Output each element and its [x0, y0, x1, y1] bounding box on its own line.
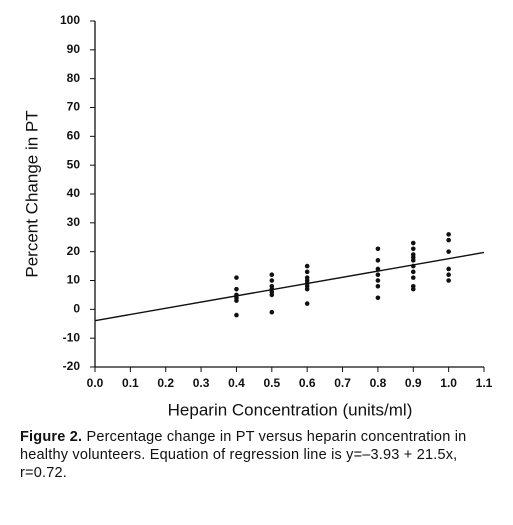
- point: [410, 269, 416, 275]
- point: [446, 237, 451, 243]
- point: [269, 292, 275, 298]
- y-axis-title: Percent Change in PT: [22, 110, 41, 277]
- x-tick-label: 0.7: [334, 376, 351, 390]
- caption-label: Figure 2.: [20, 429, 83, 445]
- point: [375, 295, 381, 301]
- point: [304, 269, 310, 275]
- x-axis-title: Heparin Concentration (units/ml): [168, 400, 413, 419]
- x-tick-label: 0.5: [263, 376, 280, 390]
- caption-text: Percentage change in PT versus heparin c…: [20, 429, 467, 481]
- y-tick-label: 70: [67, 100, 81, 114]
- point: [234, 275, 239, 280]
- y-tick-label: 80: [67, 71, 81, 85]
- chart: Heparin Concentration (units/ml) Percent…: [22, 13, 493, 419]
- y-tick-label: -20: [63, 359, 81, 373]
- point: [410, 275, 416, 280]
- point: [375, 272, 381, 278]
- point: [446, 272, 451, 278]
- y-tick-label: 100: [60, 13, 80, 27]
- x-tick-label: 1.1: [476, 376, 493, 390]
- point: [410, 246, 416, 252]
- point: [269, 278, 275, 283]
- point: [234, 298, 239, 303]
- y-tick-label: 50: [67, 157, 81, 171]
- point: [375, 246, 381, 252]
- point: [410, 263, 416, 269]
- x-tick-label: 0.3: [193, 376, 210, 390]
- y-tick-label: 40: [67, 186, 81, 200]
- point: [410, 286, 416, 292]
- point: [269, 272, 275, 278]
- x-tick-label: 0.9: [405, 376, 422, 390]
- point: [446, 266, 451, 272]
- y-tick-label: 20: [67, 244, 81, 258]
- point: [304, 301, 310, 306]
- point: [446, 232, 451, 237]
- point: [304, 263, 310, 269]
- point: [375, 258, 381, 263]
- x-tick-label: 0.1: [122, 376, 139, 390]
- point: [410, 258, 416, 263]
- x-tick-label: 0.0: [87, 376, 104, 390]
- point: [446, 249, 451, 254]
- y-tick-label: 90: [67, 42, 81, 56]
- x-tick-label: 0.2: [157, 376, 174, 390]
- regression-line: [94, 251, 485, 322]
- y-tick-label: 60: [67, 129, 81, 143]
- point: [410, 240, 416, 246]
- point: [304, 286, 310, 292]
- point: [234, 286, 239, 292]
- point: [234, 312, 239, 318]
- x-tick-label: 0.8: [370, 376, 387, 390]
- y-tick-label: 30: [67, 215, 81, 229]
- x-tick-label: 1.0: [440, 376, 457, 390]
- point: [375, 266, 381, 272]
- point: [375, 283, 381, 289]
- y-tick-label: 10: [67, 273, 81, 287]
- point: [269, 309, 275, 315]
- x-tick-label: 0.6: [299, 376, 316, 390]
- y-tick-label: 0: [73, 302, 80, 316]
- point: [446, 278, 451, 283]
- y-tick-label: -10: [63, 330, 81, 344]
- caption: Figure 2. Percentage change in PT versus…: [20, 428, 500, 482]
- point: [375, 278, 381, 283]
- x-tick-label: 0.4: [228, 376, 245, 390]
